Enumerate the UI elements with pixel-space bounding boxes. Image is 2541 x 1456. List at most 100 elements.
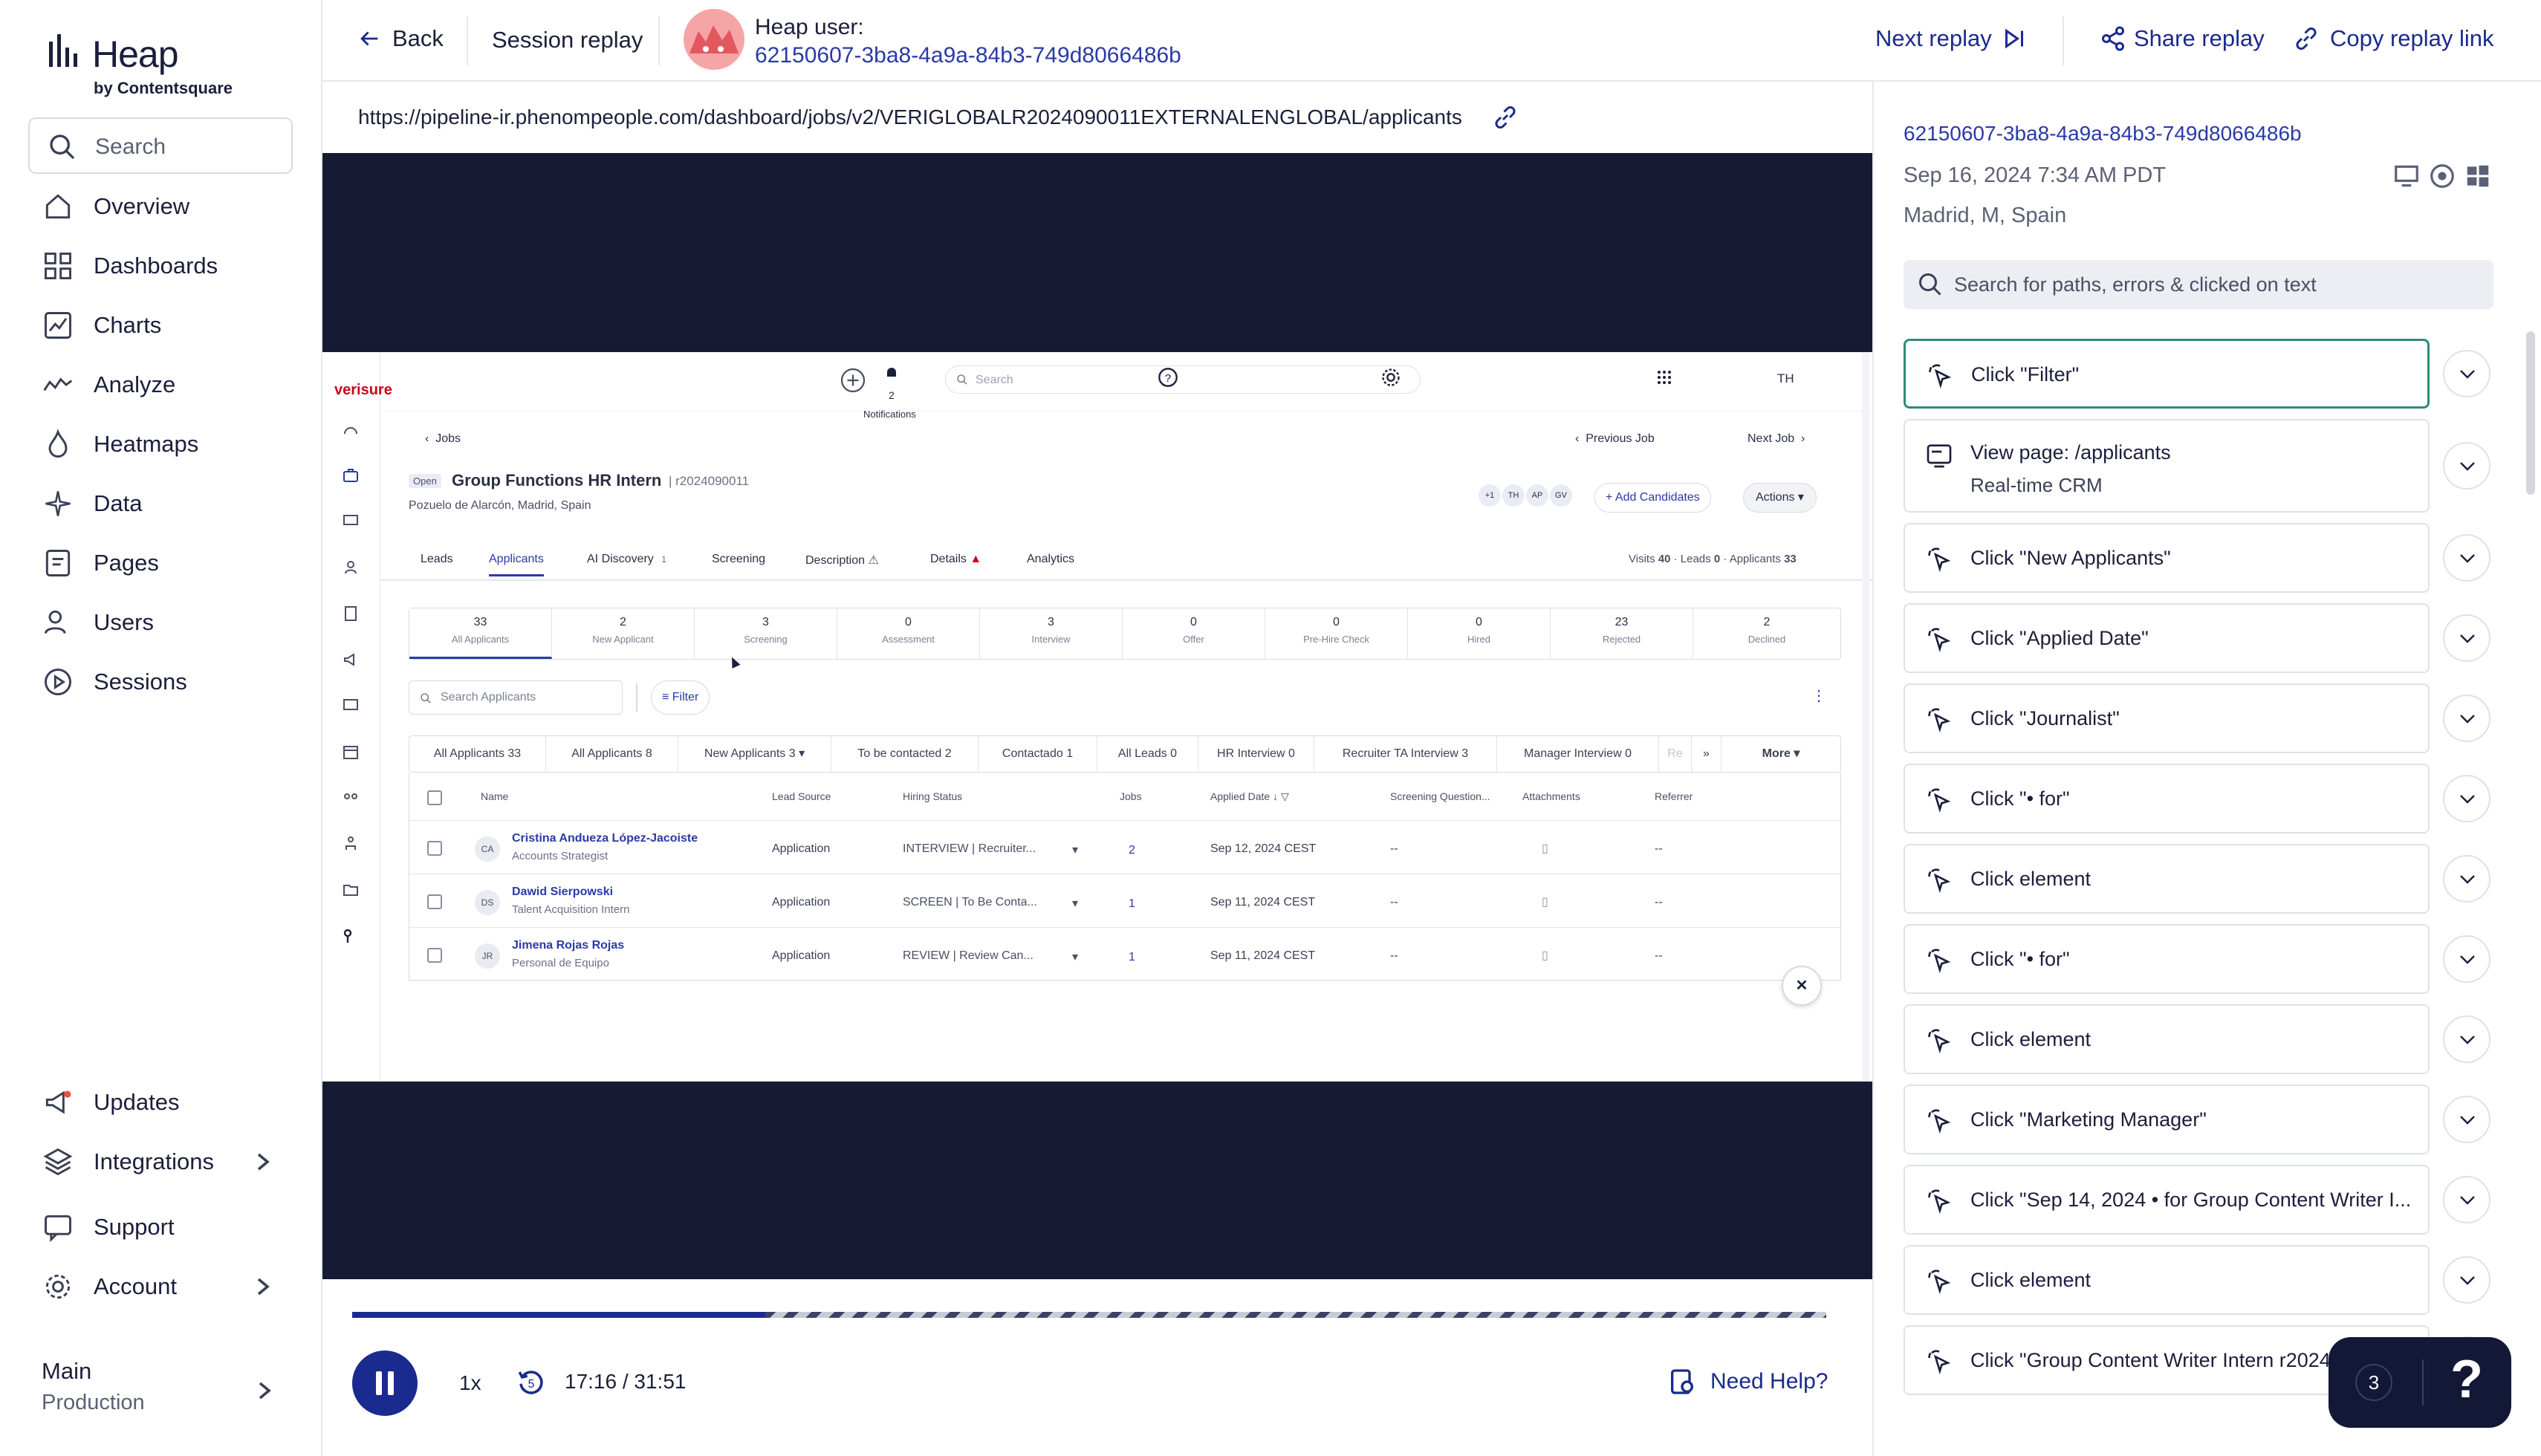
previous-job-link[interactable]: ‹ Previous Job xyxy=(1575,432,1655,445)
sidebar-search-input[interactable]: Search xyxy=(28,117,293,174)
panel-scrollbar[interactable] xyxy=(2526,331,2535,495)
copy-replay-link-button[interactable]: Copy replay link xyxy=(2293,25,2494,52)
gear-icon[interactable] xyxy=(1380,367,1401,388)
document-icon[interactable]: ▯ xyxy=(1542,949,1548,962)
view-chip[interactable]: HR Interview 0 xyxy=(1198,736,1314,772)
stage-hired[interactable]: 0 Hired xyxy=(1408,608,1551,659)
replay-search-input[interactable]: Search xyxy=(945,365,1421,394)
stage-interview[interactable]: 3 Interview xyxy=(980,608,1123,659)
stage-offer[interactable]: 0 Offer xyxy=(1123,608,1265,659)
kebab-menu-icon[interactable]: ⋮ xyxy=(1811,688,1826,704)
playback-speed-button[interactable]: 1x xyxy=(459,1371,481,1394)
replay-viewport[interactable]: verisure 2 Notifications Search ? TH ‹ J… xyxy=(322,352,1872,1082)
hiring-status-dropdown[interactable]: SCREEN | To Be Conta... ▾ xyxy=(903,896,1079,910)
heap-user-id-link[interactable]: 62150607-3ba8-4a9a-84b3-749d8066486b xyxy=(755,43,1181,68)
sidebar-item-account[interactable]: Account xyxy=(42,1264,294,1309)
plus-circle-icon[interactable] xyxy=(840,367,866,394)
view-chip[interactable]: All Applicants 8 xyxy=(546,736,678,772)
column-header[interactable]: Attachments xyxy=(1522,790,1580,802)
view-chip[interactable]: Contactado 1 xyxy=(979,736,1097,772)
help-widget[interactable]: 3 ? xyxy=(2329,1337,2511,1428)
sidebar-item-heatmaps[interactable]: Heatmaps xyxy=(42,422,294,467)
expand-event-button[interactable] xyxy=(2443,695,2490,742)
share-replay-button[interactable]: Share replay xyxy=(2100,25,2265,52)
candidate-name-link[interactable]: Cristina Andueza López-Jacoiste xyxy=(512,832,698,845)
next-replay-button[interactable]: Next replay xyxy=(1875,25,2028,52)
select-all-checkbox[interactable] xyxy=(427,790,442,805)
stage-new-applicant[interactable]: 2 New Applicant xyxy=(552,608,695,659)
sidebar-item-data[interactable]: Data xyxy=(42,481,294,526)
document-icon[interactable]: ▯ xyxy=(1542,896,1548,909)
column-header[interactable]: Screening Question... xyxy=(1390,790,1490,802)
expand-event-button[interactable] xyxy=(2443,1015,2490,1063)
expand-event-button[interactable] xyxy=(2443,855,2490,903)
column-header[interactable]: Name xyxy=(481,790,509,802)
hiring-status-dropdown[interactable]: INTERVIEW | Recruiter... ▾ xyxy=(903,842,1079,857)
expand-event-button[interactable] xyxy=(2443,1096,2490,1143)
view-chip[interactable]: Re xyxy=(1659,736,1692,772)
event-card-click[interactable]: Click element xyxy=(1904,1245,2430,1315)
column-header[interactable]: Referrer xyxy=(1655,790,1693,802)
jobs-count-link[interactable]: 2 xyxy=(1129,844,1135,857)
jobs-back-link[interactable]: ‹ Jobs xyxy=(425,432,461,445)
pause-button[interactable] xyxy=(352,1351,418,1416)
sidebar-item-analyze[interactable]: Analyze xyxy=(42,363,294,407)
row-checkbox[interactable] xyxy=(427,894,442,909)
tab-screening[interactable]: Screening xyxy=(712,553,766,565)
session-user-id-link[interactable]: 62150607-3ba8-4a9a-84b3-749d8066486b xyxy=(1904,122,2302,145)
column-header[interactable]: Hiring Status xyxy=(903,790,963,802)
event-card-click[interactable]: Click "Sep 14, 2024 • for Group Content … xyxy=(1904,1165,2430,1235)
sidebar-item-charts[interactable]: Charts xyxy=(42,303,294,348)
assistant-fab-icon[interactable]: ✕ xyxy=(1782,966,1822,1006)
event-card-click[interactable]: Click "• for" xyxy=(1904,924,2430,994)
view-chip[interactable]: To be contacted 2 xyxy=(831,736,979,772)
row-checkbox[interactable] xyxy=(427,841,442,856)
expand-event-button[interactable] xyxy=(2443,775,2490,822)
view-chip[interactable]: All Leads 0 xyxy=(1097,736,1198,772)
chevron-double-right-icon[interactable]: » xyxy=(1692,736,1721,772)
column-header[interactable]: Lead Source xyxy=(772,790,831,802)
event-card-click[interactable]: Click "Marketing Manager" xyxy=(1904,1085,2430,1154)
more-views-dropdown[interactable]: More ▾ xyxy=(1762,747,1800,760)
event-card-click[interactable]: Click "Applied Date" xyxy=(1904,603,2430,673)
event-card-click[interactable]: Click "New Applicants" xyxy=(1904,523,2430,593)
expand-event-button[interactable] xyxy=(2443,534,2490,582)
candidate-name-link[interactable]: Jimena Rojas Rojas xyxy=(512,939,625,952)
expand-event-button[interactable] xyxy=(2443,442,2490,490)
column-header[interactable]: Applied Date ↓ ▽ xyxy=(1210,790,1289,802)
tab-leads[interactable]: Leads xyxy=(421,553,453,565)
tab-analytics[interactable]: Analytics xyxy=(1027,553,1075,565)
tab-description[interactable]: Description ⚠ xyxy=(805,553,879,568)
candidate-name-link[interactable]: Dawid Sierpowski xyxy=(512,885,614,898)
back-button[interactable]: Back xyxy=(357,25,444,52)
search-applicants-input[interactable]: Search Applicants xyxy=(409,680,623,715)
view-chip[interactable]: Recruiter TA Interview 3 xyxy=(1314,736,1497,772)
view-chip-active[interactable]: New Applicants 3 ▾ xyxy=(678,736,831,772)
stage-declined[interactable]: 2 Declined xyxy=(1693,608,1840,659)
sidebar-item-dashboards[interactable]: Dashboards xyxy=(42,244,294,288)
need-help-button[interactable]: Need Help? xyxy=(1667,1367,1828,1397)
environment-switcher[interactable]: Main Production xyxy=(42,1358,145,1415)
sidebar-item-sessions[interactable]: Sessions xyxy=(42,660,294,704)
event-card-click[interactable]: Click "Filter" xyxy=(1904,339,2430,409)
apps-grid-icon[interactable] xyxy=(1655,368,1673,386)
replay-progress-bar[interactable] xyxy=(352,1312,1826,1318)
sidebar-item-users[interactable]: Users xyxy=(42,600,294,645)
event-card-click[interactable]: Click "Journalist" xyxy=(1904,683,2430,753)
expand-event-button[interactable] xyxy=(2443,614,2490,662)
document-icon[interactable]: ▯ xyxy=(1542,842,1548,855)
row-checkbox[interactable] xyxy=(427,948,442,963)
expand-event-button[interactable] xyxy=(2443,1176,2490,1223)
filter-button[interactable]: ≡ Filter xyxy=(651,680,710,715)
stage-assessment[interactable]: 0 Assessment xyxy=(837,608,980,659)
actions-dropdown[interactable]: Actions ▾ xyxy=(1743,483,1817,513)
help-circle-icon[interactable]: ? xyxy=(1158,367,1178,388)
viewport-scrollbar[interactable] xyxy=(1862,352,1869,1081)
jobs-count-link[interactable]: 1 xyxy=(1129,951,1135,963)
event-card-click[interactable]: Click "• for" xyxy=(1904,764,2430,833)
add-candidates-button[interactable]: + Add Candidates xyxy=(1594,483,1711,513)
sidebar-item-support[interactable]: Support xyxy=(42,1205,294,1249)
expand-event-button[interactable] xyxy=(2443,350,2490,397)
sidebar-item-overview[interactable]: Overview xyxy=(42,184,294,229)
sidebar-item-updates[interactable]: Updates xyxy=(42,1080,294,1125)
